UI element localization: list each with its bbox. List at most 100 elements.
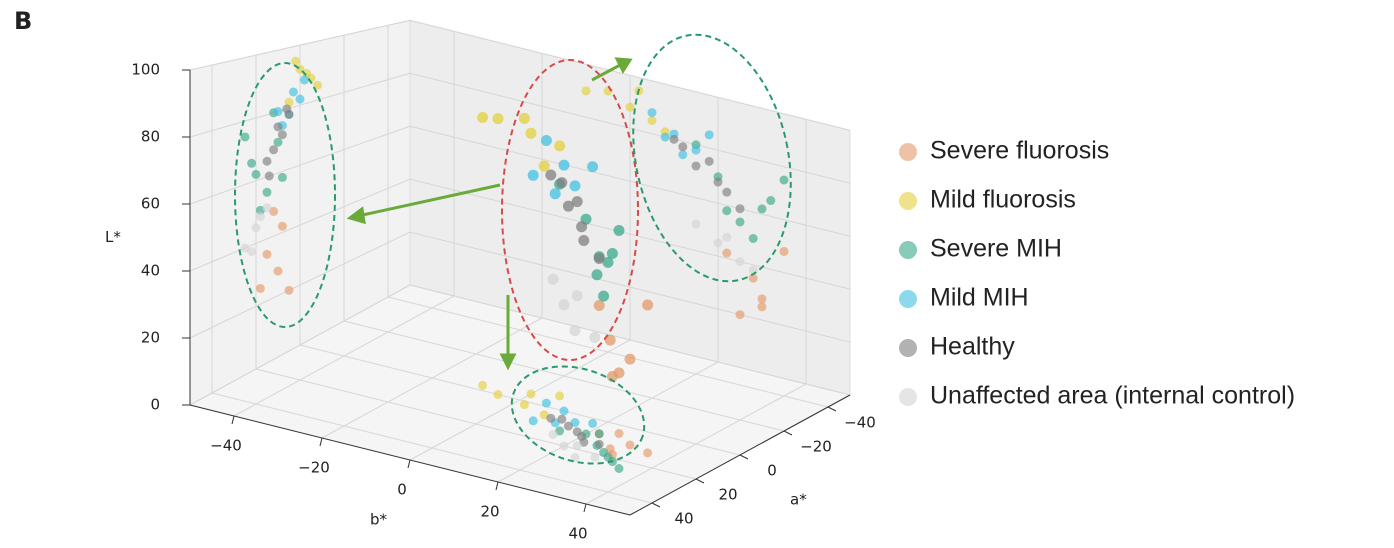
tick-mark [827, 406, 837, 412]
projection-point [541, 398, 551, 408]
point [602, 256, 614, 268]
point [587, 161, 599, 173]
projection-point [691, 219, 701, 229]
y-tick-label: 40 [568, 525, 587, 543]
x-tick-label: 40 [674, 510, 693, 528]
projection-point [277, 172, 287, 182]
annotations [234, 33, 792, 465]
tick-mark [231, 415, 235, 425]
grid-line [409, 284, 851, 396]
x-axis-label: a* [790, 491, 807, 509]
point [604, 334, 616, 346]
arrow-head [614, 57, 633, 75]
projection-point [291, 56, 301, 66]
projection-point [240, 132, 250, 142]
projection-point [722, 206, 732, 216]
grid-line [409, 125, 851, 237]
projection-point [614, 429, 624, 438]
point [545, 169, 557, 181]
projection-point [277, 130, 287, 140]
projection-point [295, 94, 305, 104]
x-tick-label: −40 [844, 414, 876, 432]
tick-mark [651, 502, 661, 508]
projection-point [581, 86, 591, 96]
point [547, 273, 559, 285]
projection-point [722, 232, 732, 242]
point [642, 299, 654, 311]
arrow-head [346, 206, 366, 225]
projection-point [735, 257, 745, 267]
legend-marker [899, 339, 917, 357]
panes [188, 19, 852, 516]
projection-point [557, 414, 567, 424]
point [576, 221, 588, 233]
point [591, 269, 603, 281]
legend-label: Mild MIH [930, 284, 1029, 312]
projection-point [722, 187, 732, 197]
tick-mark [583, 503, 587, 513]
projection-point [277, 221, 287, 231]
point [492, 113, 504, 125]
projection-point [779, 175, 789, 185]
point [569, 180, 581, 192]
ellipse [501, 59, 639, 361]
point [624, 353, 636, 365]
grid-line [233, 295, 455, 417]
grid-line [189, 178, 411, 272]
point [540, 134, 552, 146]
ellipse [234, 62, 336, 328]
projection-point [247, 158, 257, 168]
legend-marker [899, 143, 917, 161]
tick-mark [783, 430, 793, 436]
projection-point [647, 116, 657, 126]
projection-point [678, 150, 688, 160]
projection-point [625, 440, 635, 450]
projection-point [614, 464, 624, 473]
projection-point [528, 416, 538, 426]
tick-mark [495, 481, 499, 491]
x-tick-label: −20 [800, 438, 832, 456]
grid-line [409, 231, 851, 343]
legend-label: Unaffected area (internal control) [930, 382, 1295, 410]
point [593, 300, 605, 312]
arrow [591, 62, 623, 82]
grid-line [189, 125, 411, 205]
points [240, 56, 789, 473]
projection-point [273, 122, 283, 132]
z-tick-label: 40 [141, 262, 160, 280]
z-axis-label: L* [105, 228, 121, 246]
point [613, 224, 625, 236]
z-tick-label: 0 [150, 396, 160, 414]
legend-marker [899, 290, 917, 308]
point [558, 159, 570, 171]
projection-point [313, 80, 323, 90]
projection-point [579, 437, 589, 447]
projection-point [590, 452, 600, 462]
point [578, 234, 590, 246]
projection-point [779, 246, 789, 256]
projection-point [669, 134, 679, 144]
axis-line [629, 394, 851, 516]
projection-point [713, 177, 723, 187]
grid-line [409, 178, 851, 290]
projection-point [269, 206, 279, 216]
grid-line [409, 19, 851, 131]
projection-point [255, 212, 265, 222]
grid-line [409, 339, 631, 461]
projection-point [735, 204, 745, 214]
y-tick-label: 20 [480, 503, 499, 521]
ellipse [632, 33, 792, 283]
legend-marker [899, 241, 917, 259]
projection-point [691, 161, 701, 171]
projection-point [757, 302, 767, 312]
projection-point [273, 137, 283, 147]
grid-line [409, 72, 851, 184]
legend-label: Mild fluorosis [930, 186, 1076, 214]
projection-point [588, 418, 598, 428]
projection-point [643, 448, 653, 458]
point [562, 200, 574, 212]
grid-line [321, 317, 543, 439]
grid-line [585, 383, 807, 505]
point [558, 299, 570, 311]
projection-point [735, 217, 745, 227]
